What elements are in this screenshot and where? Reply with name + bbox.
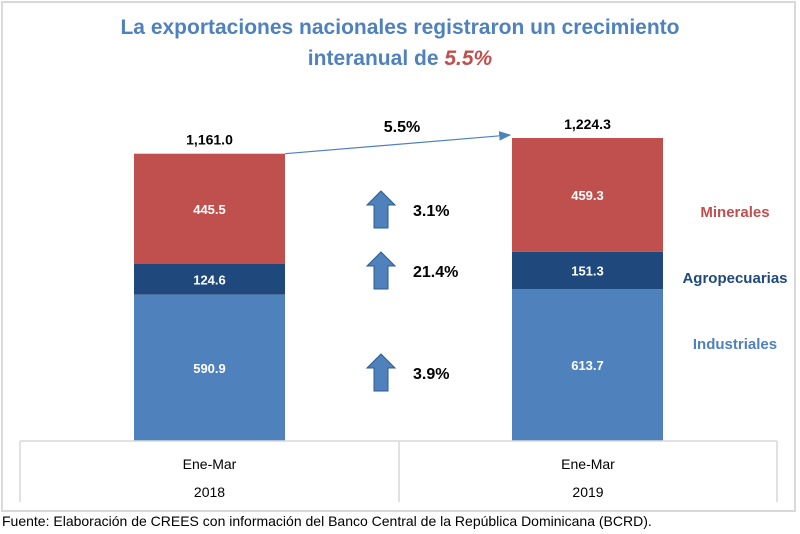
chart-frame: [1, 1, 796, 512]
x-tick-period-2018: Ene-Mar: [183, 456, 237, 472]
bar-agropecuarias-2019: [512, 251, 663, 290]
up-arrow-icon-agropecuarias: [365, 251, 397, 290]
data-label-minerales-2018: 445.5: [193, 202, 226, 217]
data-label-industriales-2018: 590.9: [193, 361, 226, 376]
bar-industriales-2018: [134, 294, 285, 441]
total-growth-arrow: [284, 131, 512, 155]
growth-label-minerales: 3.1%: [413, 203, 449, 220]
data-label-minerales-2019: 459.3: [571, 188, 604, 203]
bar-minerales-2019: [512, 138, 663, 252]
legend-minerales: Minerales: [700, 204, 769, 221]
growth-label-agropecuarias: 21.4%: [413, 264, 458, 281]
chart-title-highlight: 5.5%: [444, 47, 493, 70]
x-tick-year-2018: 2018: [194, 484, 225, 500]
growth-label-industriales: 3.9%: [413, 366, 449, 383]
total-growth-label: 5.5%: [384, 119, 420, 136]
total-label-2019: 1,224.3: [564, 116, 611, 132]
up-arrow-icon-minerales: [365, 190, 397, 229]
total-label-2018: 1,161.0: [186, 132, 233, 148]
x-tick-year-2019: 2019: [572, 484, 603, 500]
data-label-agropecuarias-2018: 124.6: [193, 272, 226, 287]
chart-title-prefix: interanual de: [307, 47, 445, 70]
data-label-industriales-2019: 613.7: [571, 358, 604, 373]
up-arrow-icon-industriales: [365, 353, 397, 392]
bar-minerales-2018: [134, 153, 285, 264]
x-tick-period-2019: Ene-Mar: [561, 456, 615, 472]
bar-industriales-2019: [512, 289, 663, 441]
chart-title-line-1: La exportaciones nacionales registraron …: [120, 16, 680, 39]
bar-agropecuarias-2018: [134, 263, 285, 295]
legend-agropecuarias: Agropecuarias: [682, 270, 787, 287]
data-label-agropecuarias-2019: 151.3: [571, 263, 604, 278]
legend-industriales: Industriales: [693, 336, 777, 353]
source-note: Fuente: Elaboración de CREES con informa…: [2, 513, 652, 529]
chart-title-line-2: interanual de 5.5%: [0, 44, 800, 74]
